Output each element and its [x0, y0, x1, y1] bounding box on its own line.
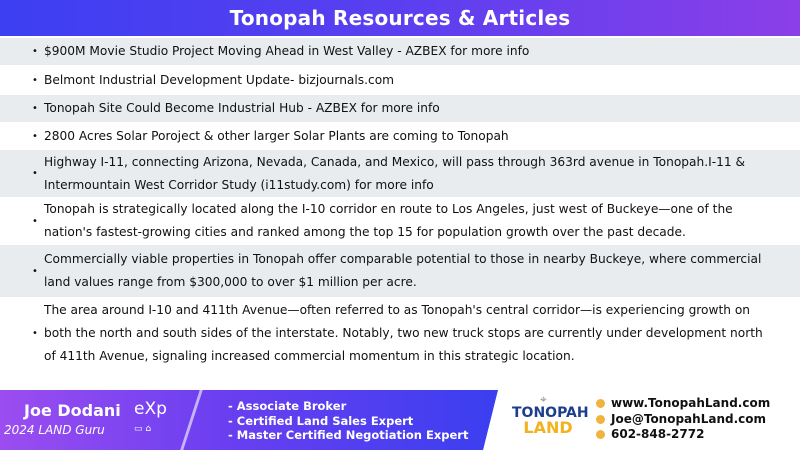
list-item: • Tonopah is strategically located along … — [32, 202, 733, 239]
contact-info: www.TonopahLand.com Joe@TonopahLand.com … — [596, 396, 770, 443]
brokerage-logo: eXp — [134, 399, 167, 419]
agent-name: Joe Dodani — [24, 401, 121, 420]
footer: Joe Dodani 2024 LAND Guru eXp ▭ ⌂ - Asso… — [0, 390, 800, 450]
website-link[interactable]: www.TonopahLand.com — [611, 396, 771, 410]
page-title: Tonopah Resources & Articles — [229, 6, 571, 30]
list-item: • Tonopah Site Could Become Industrial Hu… — [0, 95, 800, 122]
credentials: - Associate Broker - Certified Land Sale… — [228, 399, 469, 442]
phone-link[interactable]: 602-848-2772 — [611, 427, 705, 441]
map-pin-icon: ⌖ — [540, 392, 547, 406]
list-item: • Commercially viable properties in Tonop… — [0, 245, 800, 297]
page-header: Tonopah Resources & Articles — [0, 0, 800, 36]
list-item: • Belmont Industrial Development Update- … — [32, 72, 395, 87]
agent-tagline: 2024 LAND Guru — [4, 423, 105, 437]
email-link[interactable]: Joe@TonopahLand.com — [611, 411, 766, 426]
tonopah-land-logo: ⌖ TONOPAH LAND — [512, 392, 589, 437]
article-list: • $900M Movie Studio Project Moving Ahead… — [0, 38, 800, 370]
list-item: • $900M Movie Studio Project Moving Ahead… — [0, 38, 800, 65]
globe-icon — [596, 399, 605, 409]
agent-band — [0, 390, 498, 450]
list-item: • The area around I-10 and 411th Avenue—o… — [32, 303, 763, 363]
phone-icon — [596, 430, 605, 440]
email-icon — [596, 414, 605, 424]
list-item: • 2800 Acres Solar Poroject & other large… — [32, 128, 509, 143]
equal-housing-icon: ▭ ⌂ — [134, 424, 152, 434]
list-item: • Highway I-11, connecting Arizona, Nevad… — [0, 150, 800, 197]
